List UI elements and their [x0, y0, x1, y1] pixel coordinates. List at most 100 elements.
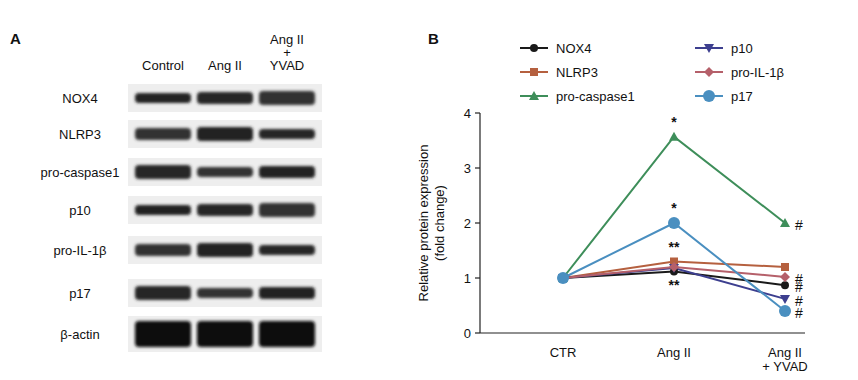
lane-label: Ang II	[208, 58, 242, 73]
band	[197, 321, 253, 347]
text-line: pro-IL-1β	[731, 65, 784, 80]
text-line: p10	[731, 41, 753, 56]
legend-label: p10	[731, 41, 753, 56]
marker	[557, 272, 569, 284]
text-line: 4	[464, 106, 471, 121]
band	[135, 286, 191, 300]
marker	[704, 67, 714, 77]
text-line: (fold change)	[432, 185, 447, 261]
text-line: NLRP3	[556, 65, 598, 80]
marker	[780, 295, 790, 304]
legend-label: p17	[731, 89, 753, 104]
y-tick	[475, 112, 480, 113]
y-tick	[475, 332, 480, 333]
band	[259, 287, 315, 299]
significance-label: #	[795, 271, 803, 287]
panel-label: A	[10, 30, 21, 47]
x-tick-label: Ang II+ YVAD	[762, 345, 807, 374]
text-line: CTR	[550, 345, 577, 360]
text-line: *	[671, 114, 677, 130]
text-line: p17	[69, 286, 91, 301]
marker	[780, 218, 790, 227]
marker	[529, 91, 539, 100]
text-line: Ang II	[208, 58, 242, 73]
band	[259, 245, 315, 255]
text-line: 2	[464, 216, 471, 231]
row-label: pro-IL-1β	[54, 243, 107, 258]
significance-label: *	[671, 114, 677, 130]
marker	[704, 44, 714, 53]
marker	[781, 263, 789, 271]
legend-label: pro-IL-1β	[731, 65, 784, 80]
band	[135, 93, 191, 103]
text-line: YVAD	[270, 58, 304, 73]
row-label: p17	[69, 286, 91, 301]
x-tick-label: CTR	[550, 345, 577, 360]
text-line: Control	[142, 58, 184, 73]
x-tick-label: Ang II	[657, 345, 691, 360]
significance-label: #	[795, 305, 803, 321]
significance-label: #	[795, 217, 803, 233]
lane-label: Ang II+YVAD	[270, 32, 304, 73]
marker	[703, 90, 715, 102]
text-line: pro-IL-1β	[54, 243, 107, 258]
blot-strip	[128, 120, 322, 148]
legend-label: NOX4	[556, 41, 591, 56]
y-tick-label: 0	[464, 326, 471, 341]
blot-strip	[128, 316, 322, 352]
band	[259, 166, 315, 178]
marker	[668, 217, 680, 229]
text-line: Relative protein expression	[416, 145, 431, 302]
text-line: #	[795, 271, 803, 287]
y-axis-label: Relative protein expression(fold change)	[416, 145, 447, 302]
text-line: p10	[69, 203, 91, 218]
text-line: 3	[464, 161, 471, 176]
row-label: pro-caspase1	[41, 165, 120, 180]
text-line: p17	[731, 89, 753, 104]
marker	[558, 273, 568, 283]
blot-strip	[128, 279, 322, 307]
text-line: NLRP3	[59, 127, 101, 142]
significance-label: **	[669, 239, 680, 255]
y-tick-label: 4	[464, 106, 471, 121]
lane-label: Control	[142, 58, 184, 73]
figure: A B Control Ang II Ang II+YVAD NOX4 NLRP3 pro-c…	[0, 0, 858, 380]
blot-strip	[128, 236, 322, 264]
band	[197, 288, 253, 298]
plot-area	[557, 132, 791, 317]
band	[197, 127, 253, 141]
blot-strip	[128, 84, 322, 112]
band	[197, 204, 253, 216]
marker	[781, 281, 789, 289]
series-line	[563, 262, 785, 279]
text-line: + YVAD	[762, 359, 807, 374]
band	[259, 203, 315, 217]
text-line: A	[10, 30, 21, 47]
text-line: **	[669, 239, 680, 255]
text-line: **	[669, 277, 680, 293]
text-line: NOX4	[62, 91, 97, 106]
text-line: 0	[464, 326, 471, 341]
marker	[669, 132, 679, 141]
marker	[779, 305, 791, 317]
text-line: pro-caspase1	[41, 165, 120, 180]
band	[197, 167, 253, 177]
band	[135, 321, 191, 347]
text-line: B	[428, 30, 439, 47]
marker	[530, 44, 538, 52]
y-tick	[475, 167, 480, 168]
text-line: Ang II	[768, 345, 802, 360]
significance-label: **	[669, 277, 680, 293]
x-axis	[480, 332, 805, 333]
significance-label: *	[671, 200, 677, 216]
band	[135, 244, 191, 256]
text-line: *	[671, 200, 677, 216]
row-label: β-actin	[60, 327, 99, 342]
legend-label: pro-caspase1	[556, 89, 635, 104]
row-label: NLRP3	[59, 127, 101, 142]
band	[135, 128, 191, 140]
marker	[530, 68, 538, 76]
y-tick-label: 3	[464, 161, 471, 176]
row-label: NOX4	[62, 91, 97, 106]
band	[197, 92, 253, 104]
